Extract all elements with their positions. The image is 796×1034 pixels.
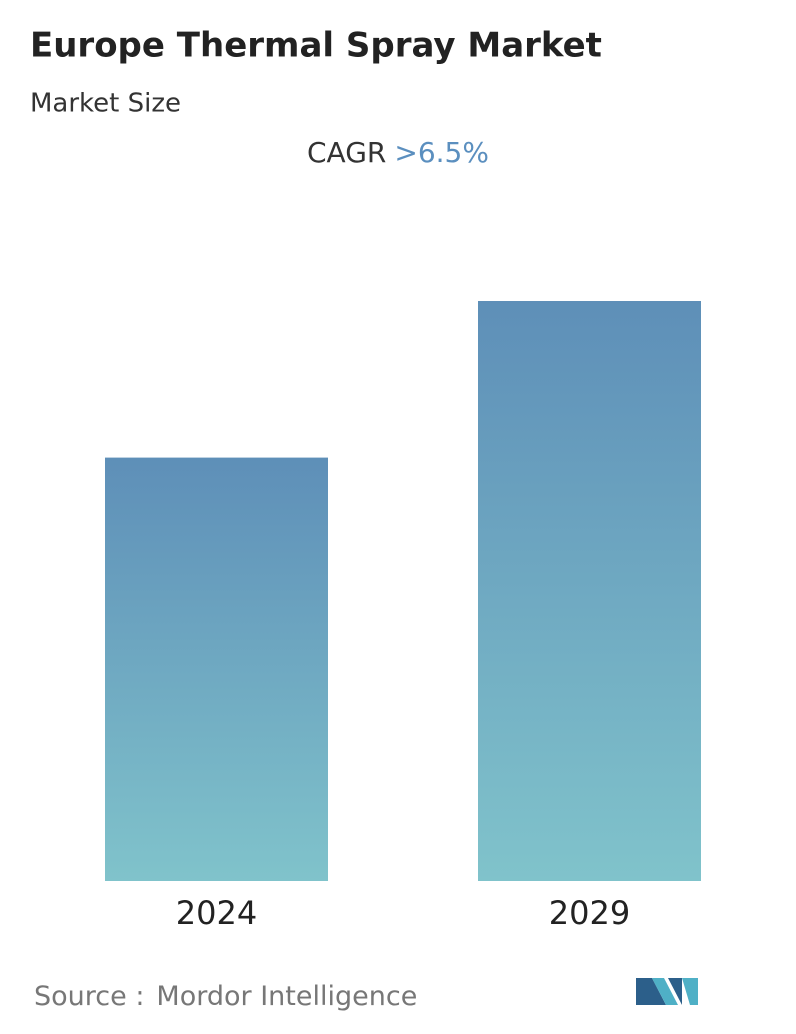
logo [636,978,698,1005]
chart-subtitle: Market Size [30,89,181,119]
cagr-value: >6.5% [394,136,489,169]
cagr: CAGR >6.5% [307,136,489,169]
cagr-label: CAGR [307,136,386,169]
chart-title: Europe Thermal Spray Market [30,26,602,66]
bar [478,301,701,881]
bar [105,457,328,881]
x-tick-label: 2024 [176,894,257,932]
source-label: Source : [34,981,144,1012]
source-name: Mordor Intelligence [156,981,417,1012]
x-tick-label: 2029 [549,894,630,932]
source: Source : Mordor Intelligence [34,981,417,1012]
